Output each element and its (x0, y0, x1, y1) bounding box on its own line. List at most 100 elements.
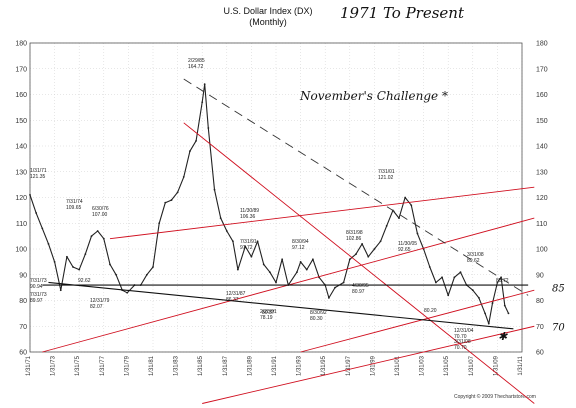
series-point (299, 260, 302, 263)
right-y-tick-label: 170 (536, 66, 548, 73)
series-point (78, 268, 81, 271)
series-point (500, 276, 502, 279)
series-point (29, 194, 31, 196)
x-tick-label: 1/31/71 (26, 355, 32, 376)
x-tick-label: 1/31/07 (469, 355, 475, 376)
annotation-value: 109.65 (66, 205, 82, 211)
series-point (164, 201, 167, 204)
series-point (115, 273, 117, 276)
series-point (361, 242, 363, 245)
series-point (170, 199, 173, 201)
trendline (109, 186, 535, 240)
annotation-value: 164.72 (188, 64, 204, 70)
annotation-value: 82.07 (90, 304, 103, 310)
x-tick-label: 1/31/75 (75, 355, 81, 376)
y-tick-label: 60 (19, 350, 27, 357)
y-tick-label: 120 (15, 195, 27, 202)
x-tick-label: 1/31/81 (149, 355, 155, 376)
y-tick-label: 70 (19, 324, 27, 331)
trendline (183, 122, 535, 404)
series-point (453, 276, 456, 279)
series-point (367, 255, 370, 258)
annotation-value: 70.70 (454, 345, 467, 351)
series-point (126, 291, 129, 294)
y-tick-label: 140 (15, 144, 27, 151)
right-y-tick-label: 90 (536, 272, 544, 279)
x-tick-label: 1/31/01 (395, 355, 401, 376)
series-point (35, 212, 38, 214)
series-point (447, 294, 450, 297)
series-point (232, 240, 234, 243)
series-point (203, 83, 206, 86)
annotation-value: 121.35 (30, 174, 46, 180)
handwritten-level-label: 85 (552, 284, 565, 295)
handwritten-title: 1971 To Present (340, 4, 465, 22)
x-tick-label: 1/31/95 (321, 355, 327, 376)
x-tick-label: 1/31/03 (420, 355, 426, 376)
annotation-value: 80.97 (352, 289, 365, 295)
series-point (59, 289, 62, 292)
annotation-date: 4/30/95 (352, 283, 369, 289)
x-tick-label: 1/31/11 (518, 355, 524, 375)
y-tick-label: 100 (15, 247, 27, 254)
axes: 60 70 80 90 100 110 120 130 140 150 160 170 180 60 70 8… (15, 41, 547, 377)
y-tick-label: 110 (16, 221, 27, 228)
y-tick-label: 180 (15, 41, 27, 48)
annotation-date: 6/30/76 (92, 206, 109, 212)
annotation-date: 7/31/74 (66, 199, 83, 205)
right-y-tick-label: 110 (536, 221, 547, 228)
series-point (213, 188, 216, 191)
right-y-tick-label: 130 (536, 169, 548, 176)
annotation-value: 102.86 (346, 236, 362, 242)
annotation-value: 89.62 (467, 258, 480, 264)
trendline (183, 78, 529, 296)
annotation-date: 12/31/87 (226, 291, 246, 297)
series-point (236, 268, 239, 271)
series-point (305, 268, 308, 271)
annotation-date: 8/30/92 (310, 310, 327, 316)
annotation-value: 80.30 (310, 316, 323, 322)
annotation-date: 2/28/91 (260, 309, 277, 315)
trendline (202, 325, 535, 404)
annotation-date: 11/30/89 (240, 208, 259, 214)
chart-subtitle: (Monthly) (249, 17, 287, 27)
annotation-date: 8/31/98 (346, 230, 363, 236)
series-point (459, 271, 462, 274)
series-line-dollar-index (29, 83, 509, 325)
x-tick-label: 1/31/09 (493, 355, 499, 376)
series-point (225, 230, 228, 232)
series-layer (29, 83, 510, 325)
series-point (379, 240, 382, 243)
x-tick-label: 1/31/05 (444, 355, 450, 376)
annotation-value: 80.20 (424, 308, 437, 314)
series-point (312, 258, 314, 261)
series-point (410, 204, 413, 207)
series-point (355, 253, 357, 256)
chart-credit: Copyright © 2009 Thechartstore.com (454, 393, 536, 400)
series-point (296, 271, 298, 274)
series-point (491, 302, 494, 304)
series-point (176, 191, 179, 194)
trendline-layer (42, 78, 535, 404)
series-point (102, 237, 105, 240)
series-point (373, 248, 376, 250)
series-point (66, 255, 68, 258)
handwritten-note: November's Challenge * (299, 89, 448, 103)
y-tick-label: 170 (15, 66, 27, 73)
annotation-value: 121.02 (378, 175, 394, 181)
annotation-date: 3/31/08 (454, 339, 471, 345)
annotation-date: 7/31/91 (240, 239, 257, 245)
y-tick-label: 90 (19, 272, 27, 279)
right-y-tick-label: 140 (536, 144, 548, 151)
series-point (478, 297, 480, 299)
annotation-value: 90.94 (30, 284, 43, 290)
series-point (268, 271, 271, 274)
series-point (441, 276, 443, 279)
right-y-tick-label: 100 (536, 247, 548, 254)
series-point (158, 222, 161, 225)
series-point (256, 240, 259, 243)
annotation-date: 7/31/73 (30, 278, 47, 284)
